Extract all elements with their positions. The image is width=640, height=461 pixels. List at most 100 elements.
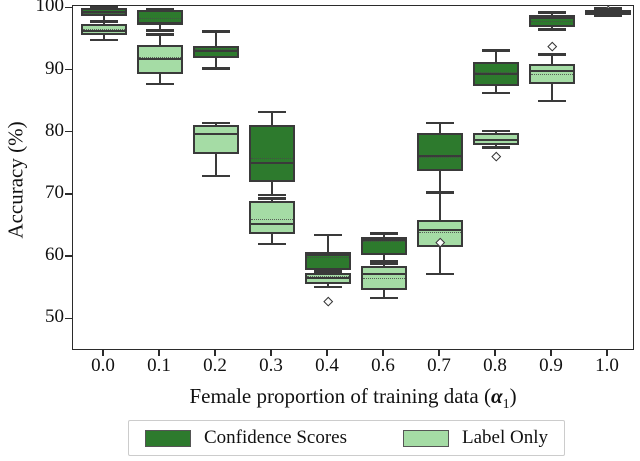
boxplot-label-only-0.4-whisker-lower — [327, 283, 329, 287]
x-tick-label: 0.2 — [203, 355, 227, 376]
boxplot-label-only-0.3-median-line — [249, 222, 295, 225]
boxplot-confidence-scores-0.7-box — [417, 132, 463, 172]
boxplot-label-only-0.6-cap-lower — [370, 296, 398, 300]
boxplot-confidence-scores-0.4-cap-upper — [314, 233, 342, 236]
y-axis-label: Accuracy (%) — [3, 121, 28, 239]
boxplot-confidence-scores-0.3-cap-lower — [258, 193, 286, 197]
x-tick-mark — [102, 350, 104, 356]
boxplot-label-only-0.3-cap-lower — [258, 242, 286, 246]
x-tick-label: 0.7 — [427, 355, 451, 376]
boxplot-label-only-0.3-whisker-lower — [271, 234, 273, 245]
boxplot-confidence-scores-0.7-median-line — [417, 154, 463, 157]
boxplot-confidence-scores-0.1-median-line — [137, 22, 183, 25]
boxplot-confidence-scores-0.7-whisker-upper — [439, 122, 441, 133]
boxplot-confidence-scores-0.7-cap-upper — [426, 121, 454, 124]
boxplot-label-only-0.1-cap-upper — [146, 33, 174, 36]
boxplot-confidence-scores-0.9-median-line — [529, 16, 575, 19]
boxplot-confidence-scores-0.0-mean-line — [83, 12, 125, 14]
boxplot-confidence-scores-0.6-box — [361, 236, 407, 256]
boxplot-label-only-0.6-whisker-lower — [383, 290, 385, 299]
x-tick-mark — [382, 350, 384, 356]
plot-area — [72, 5, 634, 350]
boxplot-label-only-0.7-cap-upper — [426, 191, 454, 194]
boxplot-confidence-scores-0.3-cap-upper — [258, 110, 286, 114]
boxplot-label-only-0.9-outlier — [547, 41, 557, 51]
boxplot-confidence-scores-0.6-cap-lower — [370, 259, 398, 263]
confidence-scores-swatch — [145, 429, 191, 447]
y-tick-label: 70 — [45, 181, 64, 203]
legend-label-label-only: Label Only — [461, 427, 548, 448]
boxplot-confidence-scores-0.2-whisker-lower — [215, 58, 217, 69]
x-axis-label: Female proportion of training data (α1) — [72, 384, 634, 413]
boxplot-label-only-0.6-box — [361, 265, 407, 291]
boxplot-confidence-scores-0.0-median-line — [81, 11, 127, 14]
y-tick-label: 100 — [35, 0, 65, 17]
x-tick-label: 0.1 — [147, 355, 171, 376]
boxplot-confidence-scores-0.4-whisker-upper — [327, 234, 329, 253]
boxplot-confidence-scores-0.4-box — [305, 252, 351, 270]
x-tick-mark — [550, 350, 552, 356]
boxplot-label-only-0.4-cap-lower — [314, 285, 342, 289]
boxplot-confidence-scores-0.9-whisker-lower — [551, 26, 553, 30]
boxplot-label-only-0.9-cap-lower — [538, 99, 566, 103]
x-tick-label: 0.3 — [259, 355, 283, 376]
legend: Confidence Scores Label Only — [128, 420, 565, 456]
boxplot-confidence-scores-0.4-mean-line — [307, 257, 349, 259]
label-only-swatch — [402, 429, 449, 447]
boxplot-label-only-0.8-whisker-lower — [495, 145, 497, 148]
boxplot-label-only-0.3-whisker-upper — [271, 198, 273, 202]
boxplot-label-only-0.7-mean-line — [419, 232, 461, 234]
boxplot-confidence-scores-0.3-mean-line — [251, 158, 293, 160]
y-tick-label: 50 — [45, 306, 64, 328]
x-tick-label: 0.8 — [483, 355, 507, 376]
alpha-symbol: α — [490, 384, 503, 408]
boxplot-label-only-0.6-cap-upper — [370, 262, 398, 265]
boxplot-confidence-scores-0.4-median-line — [305, 254, 351, 257]
y-tick-mark — [65, 255, 72, 257]
boxplot-confidence-scores-0.6-mean-line — [363, 241, 405, 243]
boxplot-confidence-scores-0.1-whisker-lower — [159, 25, 161, 31]
boxplot-label-only-0.7-whisker-upper — [439, 192, 441, 220]
boxplot-confidence-scores-0.8-median-line — [473, 72, 519, 75]
boxplot-confidence-scores-0.2-cap-upper — [202, 30, 230, 33]
boxplot-confidence-scores-0.3-whisker-upper — [271, 112, 273, 125]
boxplot-label-only-0.6-whisker-upper — [383, 263, 385, 266]
boxplot-label-only-0.0-mean-line — [83, 29, 125, 31]
boxplot-confidence-scores-0.9-mean-line — [531, 21, 573, 23]
boxplot-label-only-0.0-whisker-upper — [103, 21, 105, 24]
boxplot-confidence-scores-0.3-whisker-lower — [271, 182, 273, 195]
boxplot-label-only-0.0-cap-lower — [90, 38, 118, 42]
y-tick-mark — [65, 193, 72, 195]
boxplot-confidence-scores-0.0-cap-upper — [90, 5, 118, 9]
boxplot-confidence-scores-0.7-mean-line — [419, 156, 461, 158]
boxplot-label-only-0.2-median-line — [193, 132, 239, 135]
boxplot-label-only-0.1-median-line — [137, 57, 183, 60]
boxplot-confidence-scores-0.2-mean-line — [195, 49, 237, 51]
boxplot-confidence-scores-0.8-cap-upper — [482, 49, 510, 52]
boxplot-confidence-scores-0.6-cap-upper — [370, 232, 398, 235]
boxplot-label-only-0.8-cap-lower — [482, 146, 510, 149]
boxplot-label-only-0.9-whisker-upper — [551, 54, 553, 65]
boxplot-label-only-0.7-median-line — [417, 229, 463, 232]
boxplot-label-only-0.7-whisker-lower — [439, 247, 441, 274]
x-tick-mark — [606, 350, 608, 356]
boxplot-label-only-0.2-cap-upper — [202, 121, 230, 124]
legend-item-label-only: Label Only — [402, 427, 548, 449]
boxplot-label-only-1.0-cap-upper — [594, 8, 622, 11]
y-tick-mark — [65, 317, 72, 320]
boxplot-label-only-0.3-box — [249, 201, 295, 235]
boxplot-label-only-0.4-outlier — [323, 296, 333, 306]
boxplot-label-only-0.7-cap-lower — [426, 272, 454, 276]
alpha-subscript: 1 — [502, 397, 510, 413]
boxplot-label-only-0.0-cap-upper — [90, 20, 118, 23]
boxplot-label-only-0.6-median-line — [361, 272, 407, 275]
boxplot-label-only-0.0-whisker-lower — [103, 35, 105, 40]
boxplot-label-only-0.1-whisker-upper — [159, 34, 161, 45]
y-tick-label: 90 — [45, 57, 64, 79]
x-tick-label: 0.9 — [539, 355, 563, 376]
boxplot-label-only-0.3-mean-line — [251, 219, 293, 221]
legend-label-confidence-scores: Confidence Scores — [204, 427, 347, 448]
boxplot-label-only-1.0-median-line — [585, 11, 631, 14]
boxplot-label-only-0.6-mean-line — [363, 278, 405, 280]
